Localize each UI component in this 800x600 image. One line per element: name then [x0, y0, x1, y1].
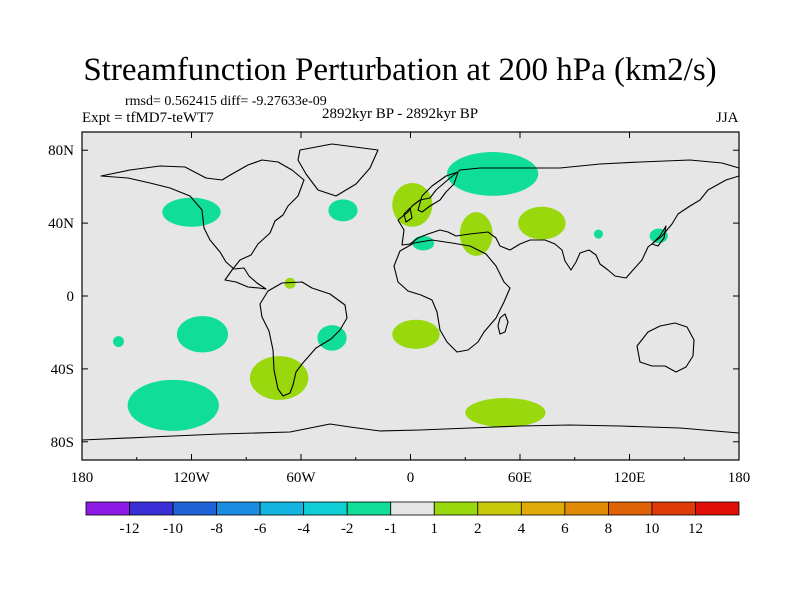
- colorbar-label: 10: [644, 521, 659, 537]
- season-label: JJA: [716, 110, 739, 126]
- x-tick-label: 120E: [614, 470, 646, 486]
- colorbar-swatch: [85, 501, 130, 516]
- colorbar-swatch: [695, 501, 740, 516]
- colorbar-label: -6: [254, 521, 267, 537]
- chart-title: Streamfunction Perturbation at 200 hPa (…: [83, 52, 717, 88]
- y-tick-label: 80N: [48, 143, 74, 159]
- x-tick-label: 120W: [173, 470, 211, 486]
- colorbar-swatch: [433, 501, 479, 516]
- anomaly-fills: [113, 152, 668, 431]
- colorbar-swatch: [520, 501, 566, 516]
- x-tick-label: 60E: [508, 470, 532, 486]
- y-tick-label: 0: [67, 289, 75, 305]
- y-tick-label: 40N: [48, 216, 74, 232]
- colorbar-label: -8: [210, 521, 223, 537]
- colorbar-swatch: [303, 501, 348, 516]
- coastlines: [81, 143, 740, 441]
- anomaly-region: [162, 197, 221, 227]
- colorbar-label: 8: [605, 521, 613, 537]
- colorbar-label: 12: [688, 521, 703, 537]
- y-tick-label: 80S: [51, 435, 74, 451]
- colorbar-swatch: [608, 501, 653, 516]
- anomaly-region: [412, 235, 435, 251]
- colorbar-label: -1: [384, 521, 397, 537]
- anomaly-region: [113, 336, 124, 348]
- colorbar-swatch: [477, 501, 522, 516]
- colorbar-label: 2: [474, 521, 482, 537]
- colorbar-label: 4: [518, 521, 526, 537]
- colorbar: -12 -10 -8 -6 -4 -2 -1 1 2 4 6 8 10 12: [85, 501, 740, 537]
- colorbar-swatch: [259, 501, 305, 516]
- colorbar-swatch: [564, 501, 609, 516]
- colorbar-swatch: [129, 501, 174, 516]
- anomaly-region: [518, 206, 566, 240]
- x-tick-label: 0: [407, 470, 415, 486]
- period-label: 2892kyr BP - 2892kyr BP: [322, 106, 479, 122]
- x-tick-label: 180: [71, 470, 94, 486]
- anomaly-region: [447, 152, 539, 196]
- colorbar-swatch: [172, 501, 217, 516]
- x-tick-label: 60W: [286, 470, 316, 486]
- stats-line: rmsd= 0.562415 diff= -9.27633e-09: [125, 94, 327, 109]
- x-axis: 180 120W 60W 0 60E 120E 180: [71, 132, 751, 486]
- colorbar-swatch: [651, 501, 696, 516]
- anomaly-region: [459, 212, 493, 256]
- anomaly-region: [249, 356, 309, 400]
- colorbar-swatch: [346, 501, 392, 516]
- anomaly-region: [284, 277, 296, 289]
- anomaly-region: [328, 199, 358, 222]
- colorbar-label: 6: [561, 521, 569, 537]
- anomaly-region: [392, 319, 440, 349]
- y-axis: 80N 40N 0 40S 80S: [48, 143, 739, 451]
- colorbar-swatch: [216, 501, 261, 516]
- anomaly-region: [392, 183, 433, 227]
- colorbar-swatch: [390, 501, 435, 516]
- colorbar-label: -12: [120, 521, 140, 537]
- colorbar-label: -4: [297, 521, 310, 537]
- colorbar-label: -2: [341, 521, 354, 537]
- colorbar-label: 1: [431, 521, 439, 537]
- y-tick-label: 40S: [51, 362, 74, 378]
- anomaly-region: [176, 316, 228, 353]
- anomaly-region: [127, 379, 219, 431]
- anomaly-region: [465, 398, 546, 428]
- colorbar-label: -10: [163, 521, 183, 537]
- anomaly-region: [593, 229, 604, 239]
- experiment-label: Expt = tfMD7-teWT7: [82, 110, 214, 126]
- x-tick-label: 180: [728, 470, 751, 486]
